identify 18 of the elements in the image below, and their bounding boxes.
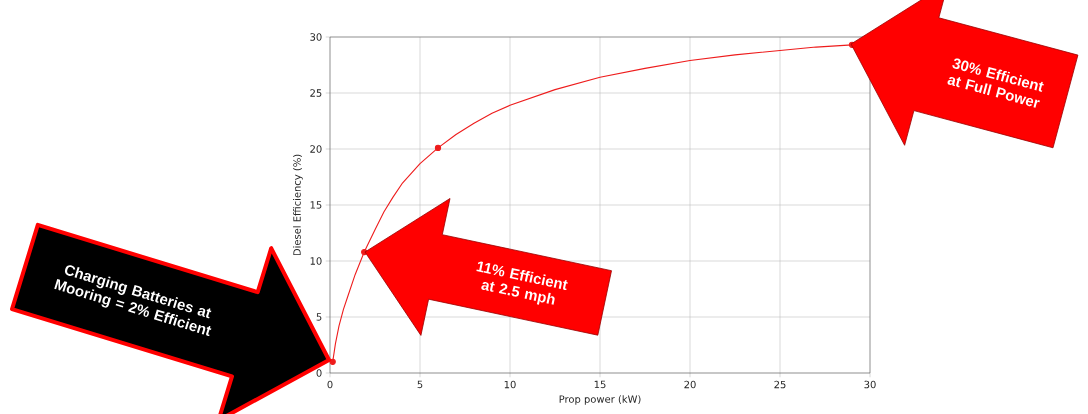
y-tick-label: 0 bbox=[316, 369, 322, 377]
y-tick-label: 20 bbox=[310, 145, 322, 153]
y-tick-label: 15 bbox=[310, 201, 322, 209]
y-axis-title: Diesel Efficiency (%) bbox=[293, 154, 303, 256]
x-axis-title: Prop power (kW) bbox=[559, 395, 641, 405]
x-tick-label: 10 bbox=[504, 380, 516, 389]
x-tick-label: 30 bbox=[864, 380, 876, 389]
x-tick-label: 15 bbox=[594, 380, 606, 389]
y-tick-label: 10 bbox=[310, 257, 322, 265]
x-tick-label: 5 bbox=[417, 380, 423, 389]
x-tick-label: 20 bbox=[684, 380, 696, 389]
text: 30% Efficient at Full Power bbox=[947, 58, 1044, 108]
annotation: 11% Efficient at 2.5 mph bbox=[476, 261, 568, 305]
x-tick-label: 0 bbox=[327, 380, 333, 389]
x-tick-label: 25 bbox=[774, 380, 786, 389]
y-tick-label: 5 bbox=[316, 313, 322, 321]
y-tick-label: 25 bbox=[310, 89, 322, 97]
y-tick-label: 30 bbox=[310, 33, 322, 41]
